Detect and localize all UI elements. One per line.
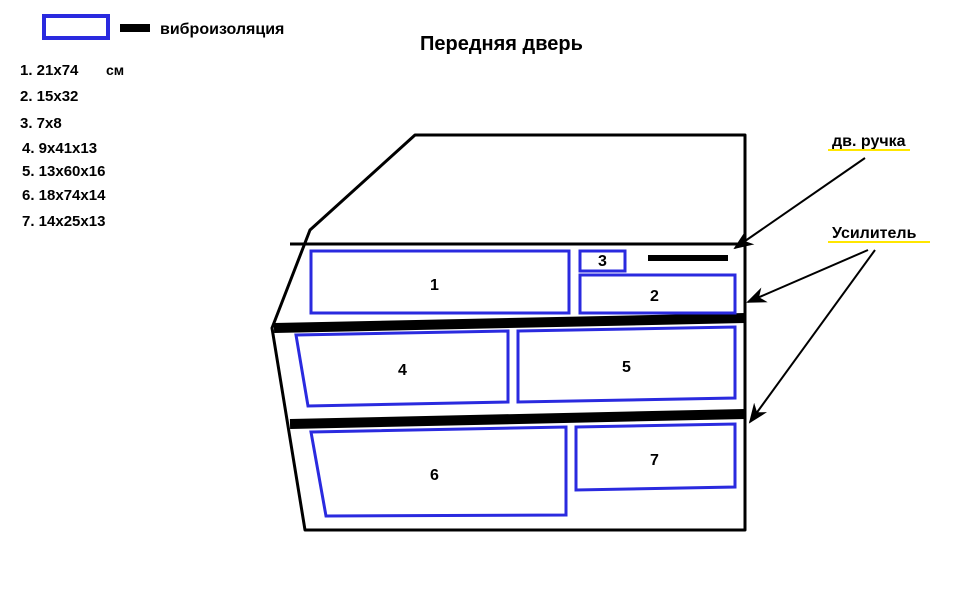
diagram-canvas: Передняя дверь виброизоляция см 1. 21x74 2. … [0, 0, 960, 606]
legend-label: виброизоляция [160, 21, 284, 38]
annotation-label-handle: дв. ручка [832, 133, 906, 150]
door-handle-mark [648, 255, 728, 261]
panel-number-1: 1 [430, 277, 439, 294]
legend-item-5: 5. 13x60x16 [22, 163, 105, 180]
panel-number-5: 5 [622, 359, 631, 376]
legend-item-2: 2. 15x32 [20, 88, 78, 105]
legend-item-7: 7. 14x25x13 [22, 213, 105, 230]
legend-item-1: 1. 21x74 [20, 62, 79, 79]
panel-number-2: 2 [650, 288, 659, 305]
annotation-label-amplifier: Усилитель [832, 225, 917, 242]
panel-number-6: 6 [430, 467, 439, 484]
panel-number-7: 7 [650, 452, 659, 469]
legend-unit: см [106, 62, 124, 78]
diagram-title: Передняя дверь [420, 33, 583, 55]
legend-item-6: 6. 18x74x14 [22, 187, 106, 204]
legend-item-3: 3. 7x8 [20, 115, 62, 132]
legend-item-4: 4. 9x41x13 [22, 140, 97, 157]
panel-number-3: 3 [598, 253, 607, 270]
panel-number-4: 4 [398, 362, 407, 379]
legend-dash [120, 24, 150, 32]
